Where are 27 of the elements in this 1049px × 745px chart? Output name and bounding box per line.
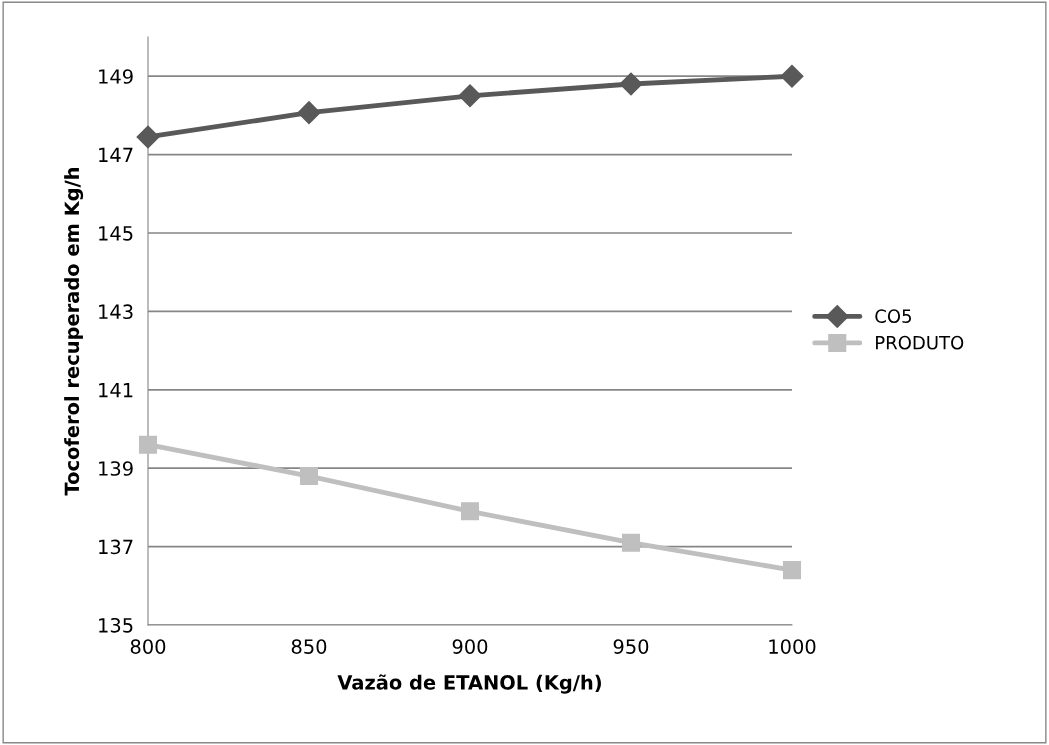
point [782, 561, 802, 580]
y-tick-label: 145 [99, 226, 133, 241]
point [299, 467, 319, 486]
legend-label: CO5 [875, 309, 911, 323]
y-tick-label: 143 [99, 304, 133, 320]
x-tick-label: 900 [452, 639, 488, 654]
point [619, 72, 643, 96]
point [138, 435, 158, 454]
x-tick-label: 850 [291, 639, 327, 654]
point [458, 84, 482, 108]
y-tick-label: 135 [99, 617, 133, 633]
x-tick-label: 950 [613, 639, 649, 654]
y-tick-label: 137 [99, 539, 133, 555]
point [780, 64, 804, 88]
y-axis-title: Tocoferol recuperado em Kg/h [64, 167, 84, 496]
x-tick-label: 800 [130, 639, 166, 654]
point [136, 125, 160, 149]
point [621, 533, 641, 552]
y-tick-label: 139 [99, 461, 133, 476]
y-tick-label: 149 [99, 69, 133, 84]
point [460, 502, 480, 521]
point [297, 101, 321, 125]
y-tick-label: 141 [99, 383, 133, 398]
legend-label: PRODUTO [876, 335, 964, 350]
y-tick-label: 147 [99, 147, 133, 162]
x-axis-title: Vazão de ETANOL (Kg/h) [337, 674, 601, 694]
x-tick-label: 1000 [769, 639, 816, 654]
